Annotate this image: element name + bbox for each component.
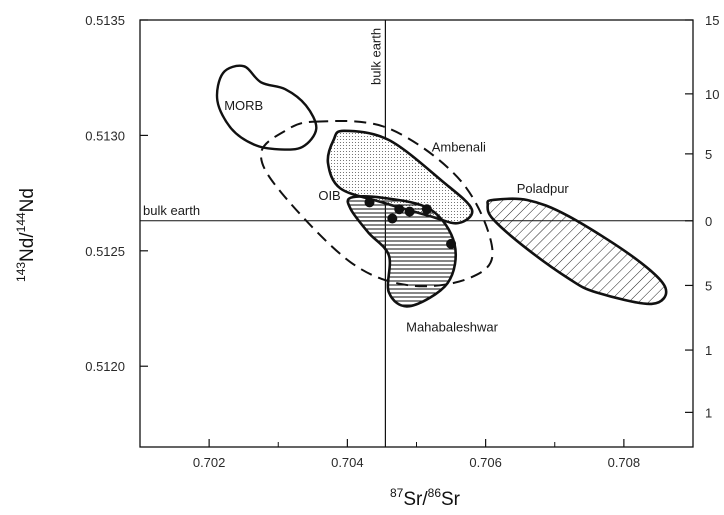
x-tick-label: 0.704	[331, 455, 364, 470]
x-axis-ticks: 0.702 0.704 0.706 0.708	[193, 439, 640, 470]
morb-field	[215, 64, 318, 151]
mahabaleshwar-label: Mahabaleshwar	[406, 320, 498, 335]
poladpur-field	[486, 197, 668, 306]
data-points	[364, 197, 457, 249]
data-point	[387, 213, 398, 224]
y-tick-label: 0.5135	[85, 13, 125, 28]
bulk-earth-horizontal-label: bulk earth	[143, 203, 200, 218]
y-tick-label: 0.5125	[85, 244, 125, 259]
data-point	[404, 206, 415, 217]
morb-label: MORB	[224, 98, 263, 113]
right-tick-label: 5	[705, 147, 712, 162]
ambenali-label: Ambenali	[432, 140, 486, 155]
y-tick-label: 0.5130	[85, 128, 125, 143]
x-tick-label: 0.706	[469, 455, 502, 470]
right-tick-label: 10	[705, 87, 719, 102]
bulk-earth-reference-lines: bulk earth bulk earth	[140, 20, 693, 447]
data-point	[446, 238, 457, 249]
mahabaleshwar-field	[346, 194, 457, 308]
y-axis-title: 143Nd/144Nd	[14, 188, 38, 282]
x-tick-label: 0.702	[193, 455, 226, 470]
data-point	[421, 204, 432, 215]
compositional-fields	[215, 64, 668, 308]
right-tick-label: 0	[705, 214, 712, 229]
right-tick-label: 15	[705, 13, 719, 28]
y-tick-label: 0.5120	[85, 359, 125, 374]
data-point	[364, 197, 375, 208]
poladpur-label: Poladpur	[517, 181, 570, 196]
y-axis-ticks: 0.5120 0.5125 0.5130 0.5135	[85, 13, 148, 374]
right-tick-label: 5	[705, 278, 712, 293]
data-point	[394, 204, 405, 215]
bulk-earth-vertical-label: bulk earth	[368, 28, 383, 85]
x-axis-title: 87Sr/86Sr	[390, 486, 461, 510]
field-labels: MORB OIB Ambenali Mahabaleshwar Poladpur	[224, 98, 569, 335]
oib-label: OIB	[318, 188, 340, 203]
right-tick-label: 1	[705, 343, 712, 358]
right-axis-ticks: 15 10 5 0 5 1 1	[685, 13, 719, 420]
right-tick-label: 1	[705, 405, 712, 420]
x-tick-label: 0.708	[608, 455, 641, 470]
oib-field	[259, 119, 494, 288]
